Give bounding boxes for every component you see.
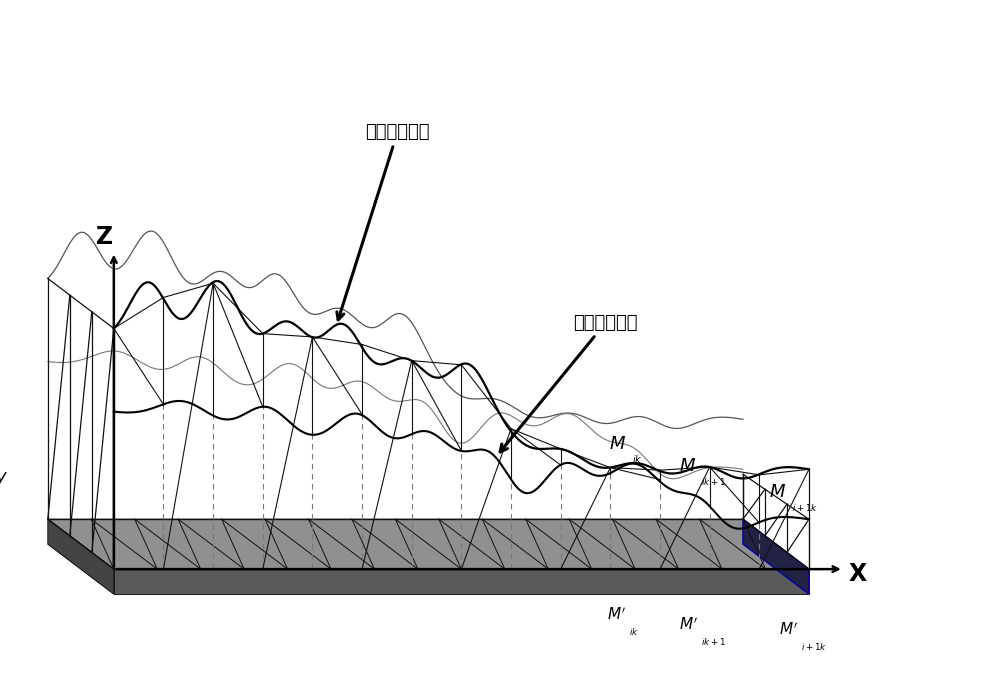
Text: y: y [0, 468, 6, 486]
Text: $_{ik+1}$: $_{ik+1}$ [701, 633, 726, 647]
Text: $M'$: $M'$ [679, 616, 698, 633]
Text: 第二堆料断面: 第二堆料断面 [337, 123, 430, 320]
Text: $_{ik}$: $_{ik}$ [632, 452, 643, 466]
Text: $_{ik+1}$: $_{ik+1}$ [701, 474, 726, 487]
Text: $_{i+1k}$: $_{i+1k}$ [792, 500, 818, 513]
Text: $M$: $M$ [769, 483, 786, 501]
Text: Z: Z [96, 225, 114, 249]
Text: $M'$: $M'$ [779, 621, 798, 637]
Polygon shape [48, 519, 743, 544]
Text: $M$: $M$ [679, 457, 696, 475]
Text: $M'$: $M'$ [607, 606, 626, 622]
Text: 第一堆料断面: 第一堆料断面 [500, 314, 638, 452]
Text: $M$: $M$ [609, 435, 627, 454]
Text: $_{i+1k}$: $_{i+1k}$ [801, 639, 827, 652]
Polygon shape [48, 519, 114, 594]
Text: X: X [849, 562, 867, 586]
Polygon shape [48, 519, 809, 569]
Polygon shape [743, 519, 809, 594]
Polygon shape [114, 569, 809, 594]
Text: $_{ik}$: $_{ik}$ [629, 624, 639, 637]
Polygon shape [48, 544, 809, 594]
